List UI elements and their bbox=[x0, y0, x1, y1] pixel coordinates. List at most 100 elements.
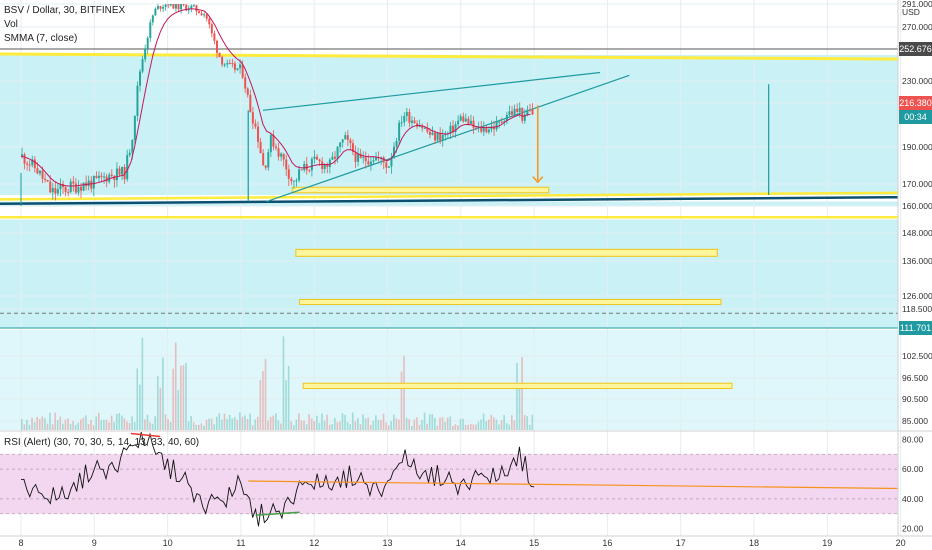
volume-bar bbox=[339, 421, 341, 430]
candle-body bbox=[200, 13, 203, 16]
candle-body bbox=[295, 180, 298, 182]
volume-bar bbox=[321, 413, 323, 430]
candle-body bbox=[162, 6, 165, 9]
candle-body bbox=[410, 120, 413, 123]
candle-body bbox=[457, 120, 460, 125]
candle-body bbox=[321, 161, 324, 169]
candle-body bbox=[144, 48, 147, 60]
price-tick-label: 90.500 bbox=[902, 394, 928, 404]
candle-body bbox=[274, 146, 277, 149]
candle-body bbox=[180, 4, 183, 10]
volume-bar bbox=[174, 342, 177, 430]
rsi-tick-label: 80.00 bbox=[902, 434, 924, 444]
candle-body bbox=[167, 4, 170, 6]
candle-body bbox=[169, 4, 172, 6]
candle-body bbox=[69, 181, 72, 193]
target-zone-box bbox=[299, 298, 722, 305]
volume-bar bbox=[80, 419, 82, 430]
candle-body bbox=[156, 6, 159, 9]
candle-body bbox=[508, 111, 511, 115]
smma-line bbox=[20, 8, 531, 187]
candle-body bbox=[300, 169, 303, 171]
candle-body bbox=[452, 125, 455, 133]
candle-body bbox=[115, 168, 118, 181]
volume-bar bbox=[477, 421, 480, 430]
volume-bar bbox=[449, 416, 452, 430]
volume-bar bbox=[326, 414, 328, 430]
volume-bar bbox=[310, 418, 313, 430]
candle-body bbox=[38, 170, 41, 174]
volume-bar bbox=[113, 422, 115, 430]
candle-body bbox=[277, 148, 280, 157]
candle-body bbox=[298, 169, 301, 181]
candle-body bbox=[59, 184, 62, 190]
volume-bar bbox=[97, 412, 100, 430]
candle-body bbox=[318, 159, 321, 162]
candle-body bbox=[105, 176, 108, 182]
candle-body bbox=[500, 121, 503, 123]
volume-bar bbox=[487, 419, 490, 430]
volume-bar bbox=[254, 419, 257, 430]
candle-body bbox=[513, 108, 516, 115]
volume-bar bbox=[228, 414, 231, 430]
volume-bar bbox=[51, 424, 54, 430]
volume-bar bbox=[403, 355, 405, 430]
volume-bar bbox=[333, 417, 336, 430]
volume-bar bbox=[323, 420, 326, 430]
candle-body bbox=[400, 122, 403, 124]
target-zone-box bbox=[291, 186, 550, 194]
volume-bar bbox=[351, 412, 354, 430]
volume-bar bbox=[377, 419, 380, 430]
support-price-tag: 111.701 bbox=[899, 321, 932, 335]
volume-bar bbox=[303, 420, 305, 430]
candle-body bbox=[131, 140, 134, 153]
volume-bar bbox=[121, 415, 123, 430]
volume-bar bbox=[367, 417, 369, 430]
volume-bar bbox=[56, 420, 59, 430]
candle-body bbox=[185, 4, 188, 11]
candle-body bbox=[136, 85, 139, 116]
volume-bar bbox=[167, 419, 169, 430]
volume-bar bbox=[375, 415, 377, 430]
candle-body bbox=[264, 165, 267, 168]
volume-bar bbox=[74, 424, 77, 430]
candle-body bbox=[490, 126, 493, 130]
candle-body bbox=[408, 111, 411, 123]
candle-body bbox=[174, 4, 177, 9]
rsi-tick-label: 60.00 bbox=[902, 464, 924, 474]
time-tick-label: 11 bbox=[236, 538, 245, 548]
candle-body bbox=[444, 134, 447, 136]
volume-bar bbox=[444, 421, 446, 430]
volume-bar bbox=[236, 419, 239, 430]
candle-body bbox=[503, 121, 506, 123]
volume-bar bbox=[359, 424, 362, 430]
candle-body bbox=[426, 127, 429, 132]
volume-bar bbox=[169, 422, 172, 430]
volume-bar bbox=[531, 414, 534, 430]
candle-body bbox=[92, 175, 95, 189]
time-tick-label: 15 bbox=[529, 538, 539, 548]
volume-bar bbox=[274, 413, 277, 430]
candle-body bbox=[41, 170, 44, 179]
candle-body bbox=[146, 37, 149, 49]
candle-body bbox=[90, 180, 93, 189]
price-tick-label: 102.500 bbox=[902, 351, 932, 361]
volume-bar bbox=[221, 419, 223, 430]
target-zone-box bbox=[302, 382, 733, 389]
resistance-channel-zone bbox=[0, 55, 898, 195]
volume-bar bbox=[31, 417, 33, 430]
smma-label: SMMA (7, close) bbox=[4, 33, 78, 44]
volume-bar bbox=[187, 421, 190, 430]
candle-body bbox=[244, 77, 247, 89]
price-tick-label: 85.000 bbox=[902, 416, 928, 426]
candle-body bbox=[292, 180, 295, 182]
candle-body bbox=[246, 88, 249, 95]
time-tick-label: 12 bbox=[309, 538, 319, 548]
candle-body bbox=[223, 64, 226, 66]
volume-bar bbox=[262, 371, 264, 430]
candle-body bbox=[354, 152, 357, 162]
candle-body bbox=[428, 131, 431, 135]
volume-bar bbox=[244, 415, 246, 430]
candle-body bbox=[172, 4, 175, 9]
